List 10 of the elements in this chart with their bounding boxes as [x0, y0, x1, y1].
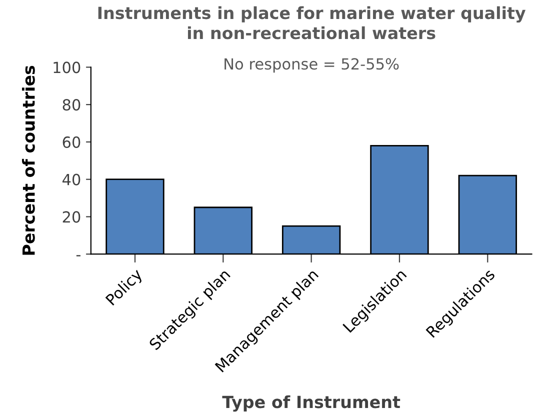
chart-subtitle: No response = 52-55%	[224, 58, 399, 73]
y-tick-label: 80	[62, 99, 80, 111]
y-axis-title: Percent of countries	[22, 66, 35, 255]
y-tick-label: 20	[62, 211, 80, 223]
y-tick-label: -	[76, 255, 80, 256]
y-tick-label: 40	[62, 174, 80, 186]
x-axis-title: Type of Instrument	[222, 395, 400, 412]
chart-title: Instruments in place for marine water quality in non-recreational waters	[98, 6, 526, 40]
y-tick-label: 100	[54, 62, 80, 74]
y-tick-label: 60	[62, 136, 80, 148]
